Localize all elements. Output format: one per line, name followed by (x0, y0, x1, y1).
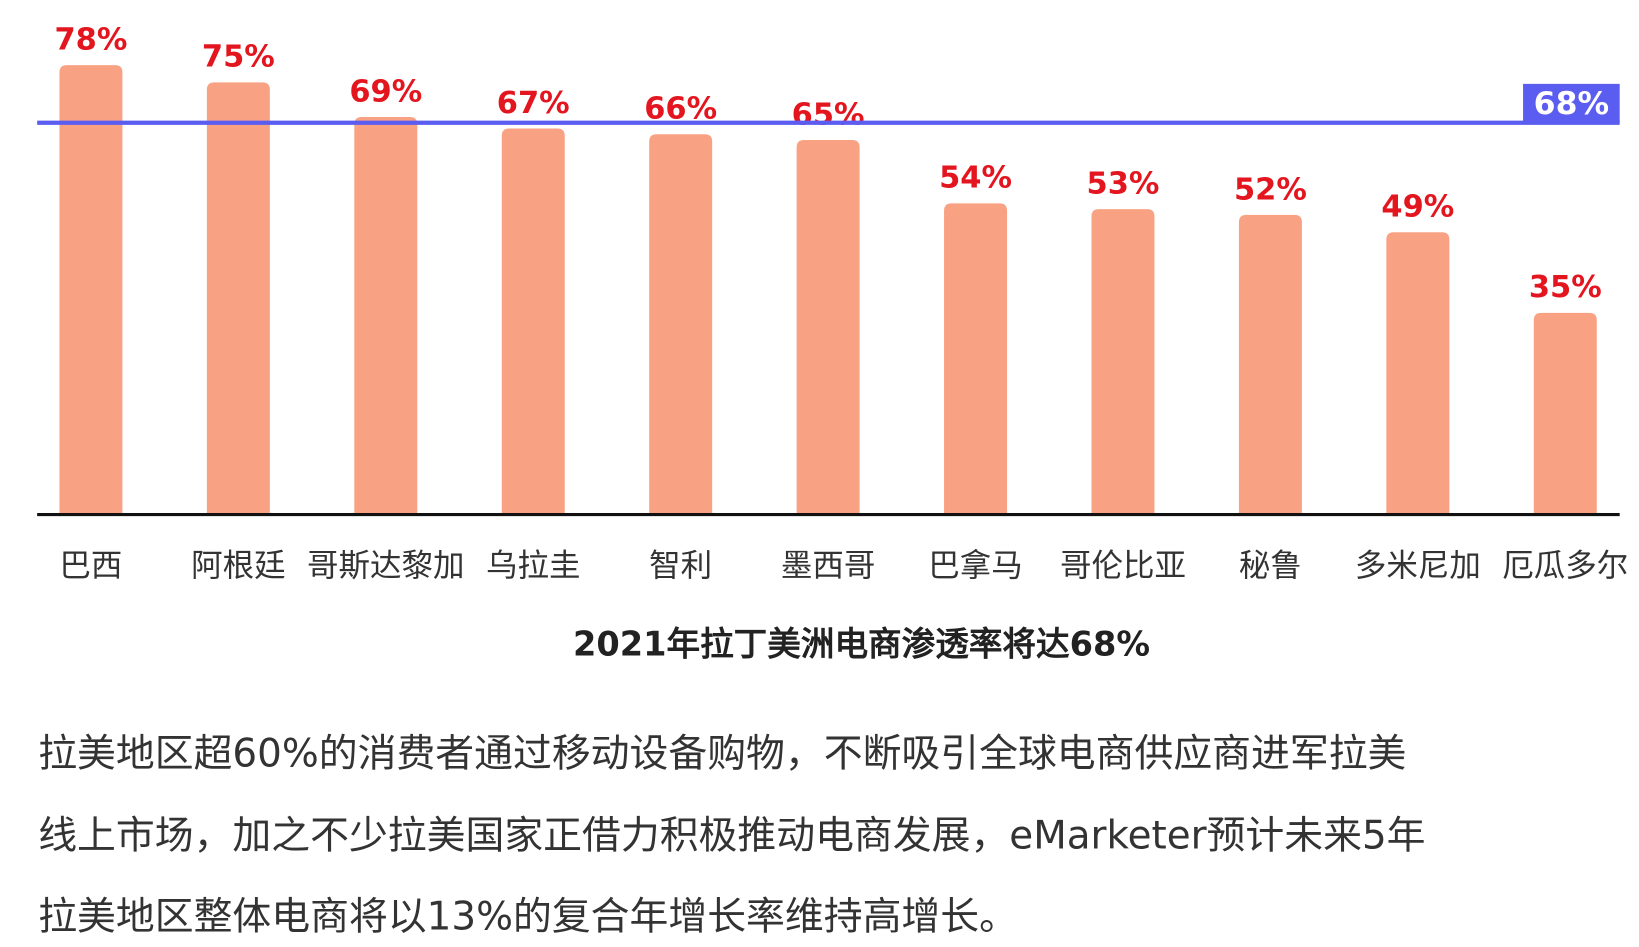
bar (1238, 214, 1302, 515)
value-label: 65% (792, 97, 865, 132)
paragraph-line: 拉美地区整体电商将以13%的复合年增长率维持高增长。 (38, 894, 1018, 939)
paragraph-line: 线上市场，加之不少拉美国家正借力积极推动电商发展，eMarketer预计未来5年 (38, 813, 1425, 858)
bar (944, 203, 1008, 515)
bar (1091, 209, 1155, 515)
value-label: 49% (1381, 190, 1454, 225)
value-label: 78% (55, 22, 128, 57)
paragraph-line: 拉美地区超60%的消费者通过移动设备购物，不断吸引全球电商供应商进军拉美 (38, 732, 1406, 777)
x-tick-label: 阿根廷 (191, 548, 286, 584)
value-label: 53% (1087, 167, 1160, 202)
bar (501, 128, 565, 515)
x-tick-label: 乌拉圭 (486, 548, 581, 584)
x-tick-label: 智利 (649, 548, 712, 584)
bar (649, 134, 713, 515)
x-tick-label: 厄瓜多尔 (1502, 548, 1628, 584)
reference-label: 68% (1534, 86, 1609, 122)
bar (796, 140, 860, 515)
bar (206, 82, 270, 515)
value-label: 67% (497, 86, 570, 121)
x-tick-label: 哥伦比亚 (1060, 548, 1186, 584)
chart-title: 2021年拉丁美洲电商渗透率将达68% (573, 624, 1150, 663)
bar (59, 65, 123, 515)
value-label: 75% (202, 40, 275, 75)
bar (1533, 312, 1597, 515)
bar (1386, 232, 1450, 515)
x-tick-label: 巴拿马 (928, 548, 1023, 584)
x-tick-label: 墨西哥 (781, 548, 876, 584)
reference-label-box (1523, 83, 1620, 123)
x-tick-label: 秘鲁 (1239, 548, 1302, 584)
value-label: 35% (1529, 270, 1602, 305)
x-tick-label: 多米尼加 (1355, 548, 1481, 584)
value-label: 54% (939, 161, 1012, 196)
value-label: 52% (1234, 172, 1307, 207)
value-label: 69% (349, 74, 422, 109)
x-tick-label: 巴西 (59, 548, 122, 584)
bar (354, 116, 418, 515)
x-tick-label: 哥斯达黎加 (307, 548, 465, 584)
